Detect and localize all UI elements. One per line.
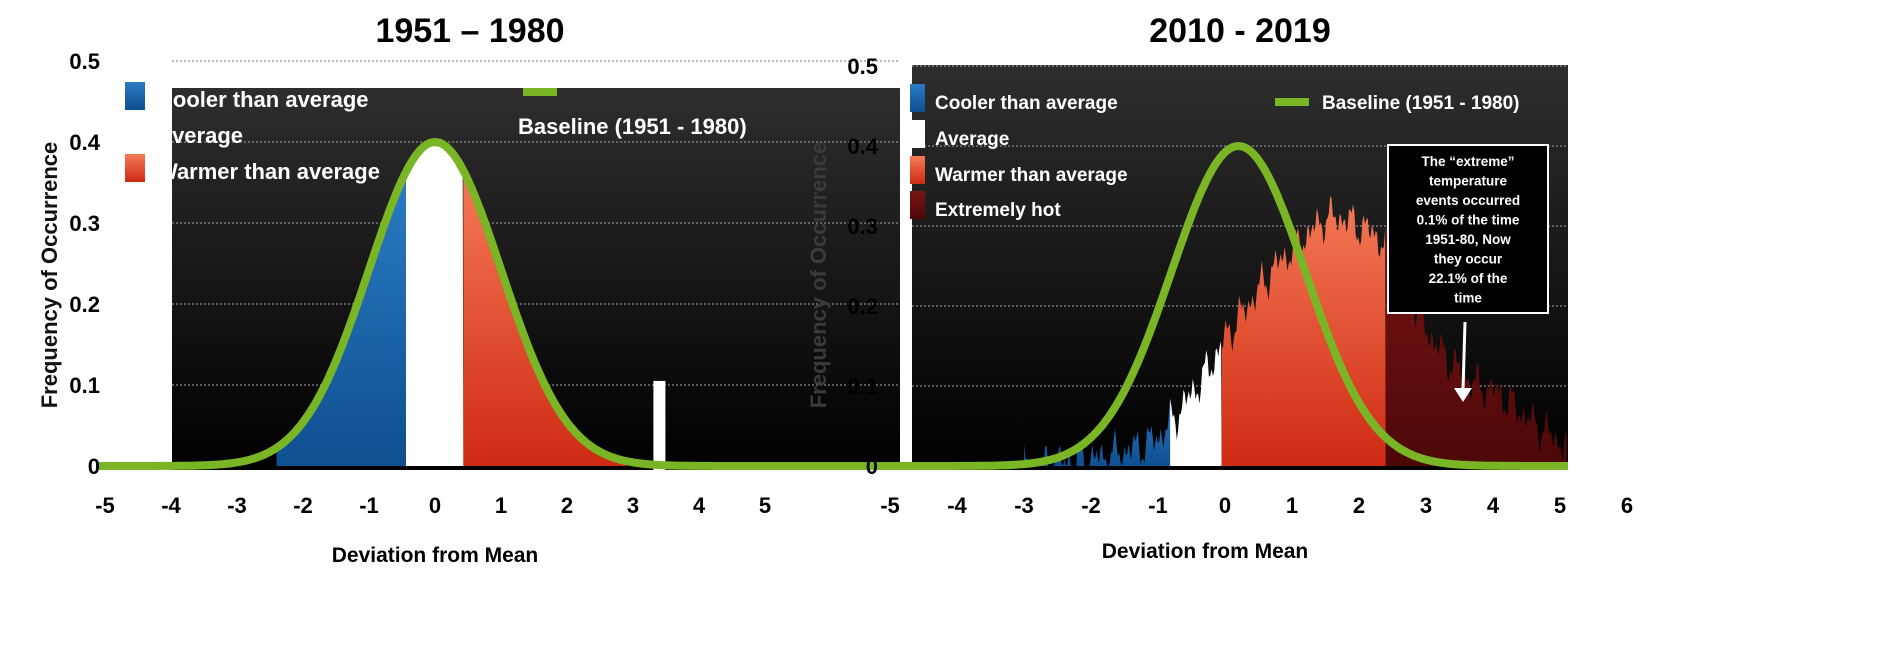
legend-label: Average	[157, 123, 243, 148]
x-tick-label: 1	[1286, 493, 1298, 518]
chart-2010-2019: 2010 - 2019 0 0.1 0.2 0.3 0.4 0.5 -5 -4 -3 -2 -1 0 1 2…	[806, 12, 1633, 563]
legend-label: Cooler than average	[157, 87, 369, 112]
x-tick-label: 3	[1420, 493, 1432, 518]
y-tick-label: 0.3	[847, 214, 878, 239]
legend-swatch-2	[125, 154, 145, 182]
y-tick-label: 0.4	[69, 130, 100, 155]
legend-baseline-swatch	[523, 88, 557, 96]
legend-label-baseline: Baseline (1951 - 1980)	[1322, 93, 1520, 114]
x-tick-label: 5	[759, 493, 771, 518]
annotation-text: 0.1% of the time	[1417, 213, 1520, 228]
chart-1951-1980: 1951 – 1980 0 0.1 0.2 0.3 0.4 0.5 -5 -4 -3 -2 -1 0 1 2…	[37, 12, 900, 567]
x-tick-label: 1	[495, 493, 507, 518]
y-tick-label: 0	[866, 454, 878, 479]
x-tick-label: -3	[1014, 493, 1034, 518]
area-cooler-than-average	[1024, 398, 1171, 466]
x-tick-label: 4	[1487, 493, 1500, 518]
legend-swatch-2	[910, 156, 925, 184]
area-cooler-than-average	[276, 175, 406, 466]
annotation-text: time	[1454, 291, 1482, 306]
legend-swatch-1	[910, 120, 925, 148]
x-tick-label: -1	[359, 493, 379, 518]
legend-label: Warmer than average	[935, 165, 1128, 186]
annotation-text: The “extreme”	[1421, 154, 1514, 169]
x-tick-label: 2	[1353, 493, 1365, 518]
legend-label: Average	[935, 129, 1009, 150]
baseline-curve	[95, 138, 900, 470]
area-average	[406, 146, 464, 466]
annotation-box	[1387, 144, 1549, 314]
legend-swatch-0	[125, 82, 145, 110]
y-tick-label: 0	[88, 454, 100, 479]
x-tick-label: 0	[429, 493, 441, 518]
x-tick-label: -5	[95, 493, 115, 518]
annotation-text: they occur	[1434, 252, 1503, 267]
chart-title: 2010 - 2019	[1149, 12, 1331, 50]
x-tick-label: 5	[1554, 493, 1566, 518]
x-tick-label: -3	[227, 493, 247, 518]
legend-label-baseline: Baseline (1951 - 1980)	[518, 114, 747, 139]
annotation-text: events occurred	[1416, 193, 1520, 208]
x-axis-title: Deviation from Mean	[332, 544, 539, 567]
x-tick-label: 0	[1219, 493, 1231, 518]
x-tick-label: 6	[1621, 493, 1633, 518]
legend-swatch-0	[910, 84, 925, 112]
chart-title: 1951 – 1980	[375, 12, 564, 50]
x-tick-label: -4	[161, 493, 181, 518]
y-axis-title: Frequency of Occurrence	[37, 142, 62, 409]
area-warmer-than-average	[463, 174, 627, 467]
legend-label: Cooler than average	[935, 93, 1118, 114]
x-tick-label: 3	[627, 493, 639, 518]
y-tick-label: 0.2	[69, 292, 100, 317]
baseline-curve	[887, 142, 1571, 470]
annotation-text: 1951-80, Now	[1425, 232, 1511, 247]
legend-label: Extremely hot	[935, 200, 1061, 221]
y-axis-title: Frequency of Occurrence	[806, 142, 831, 409]
y-tick-label: 0.5	[847, 54, 878, 79]
y-tick-label: 0.2	[847, 294, 878, 319]
x-tick-label: 2	[561, 493, 573, 518]
area-average	[1170, 341, 1222, 466]
x-tick-label: -5	[880, 493, 900, 518]
x-tick-label: -2	[1081, 493, 1101, 518]
y-tick-label: 0.1	[847, 374, 878, 399]
x-tick-label: -1	[1148, 493, 1168, 518]
area-extremely-hot	[1385, 222, 1567, 466]
y-tick-label: 0.4	[847, 134, 878, 159]
annotation-arrowhead	[1454, 388, 1472, 402]
x-tick-label: -2	[293, 493, 313, 518]
x-axis-title: Deviation from Mean	[1102, 540, 1309, 563]
legend-swatch-1	[125, 118, 145, 146]
area-warmer-than-average	[1221, 195, 1386, 467]
legend-baseline-swatch	[1275, 98, 1309, 106]
white-marker-bar	[653, 380, 666, 474]
y-tick-label: 0.1	[69, 373, 100, 398]
legend-swatch-3	[910, 191, 925, 219]
y-tick-label: 0.3	[69, 211, 100, 236]
annotation-arrow	[1461, 321, 1467, 391]
x-tick-label: -4	[947, 493, 967, 518]
legend-label: Warmer than average	[157, 159, 380, 184]
y-tick-label: 0.5	[69, 49, 100, 74]
x-tick-label: 4	[693, 493, 706, 518]
annotation-text: temperature	[1429, 174, 1508, 189]
annotation-text: 22.1% of the	[1429, 271, 1508, 286]
